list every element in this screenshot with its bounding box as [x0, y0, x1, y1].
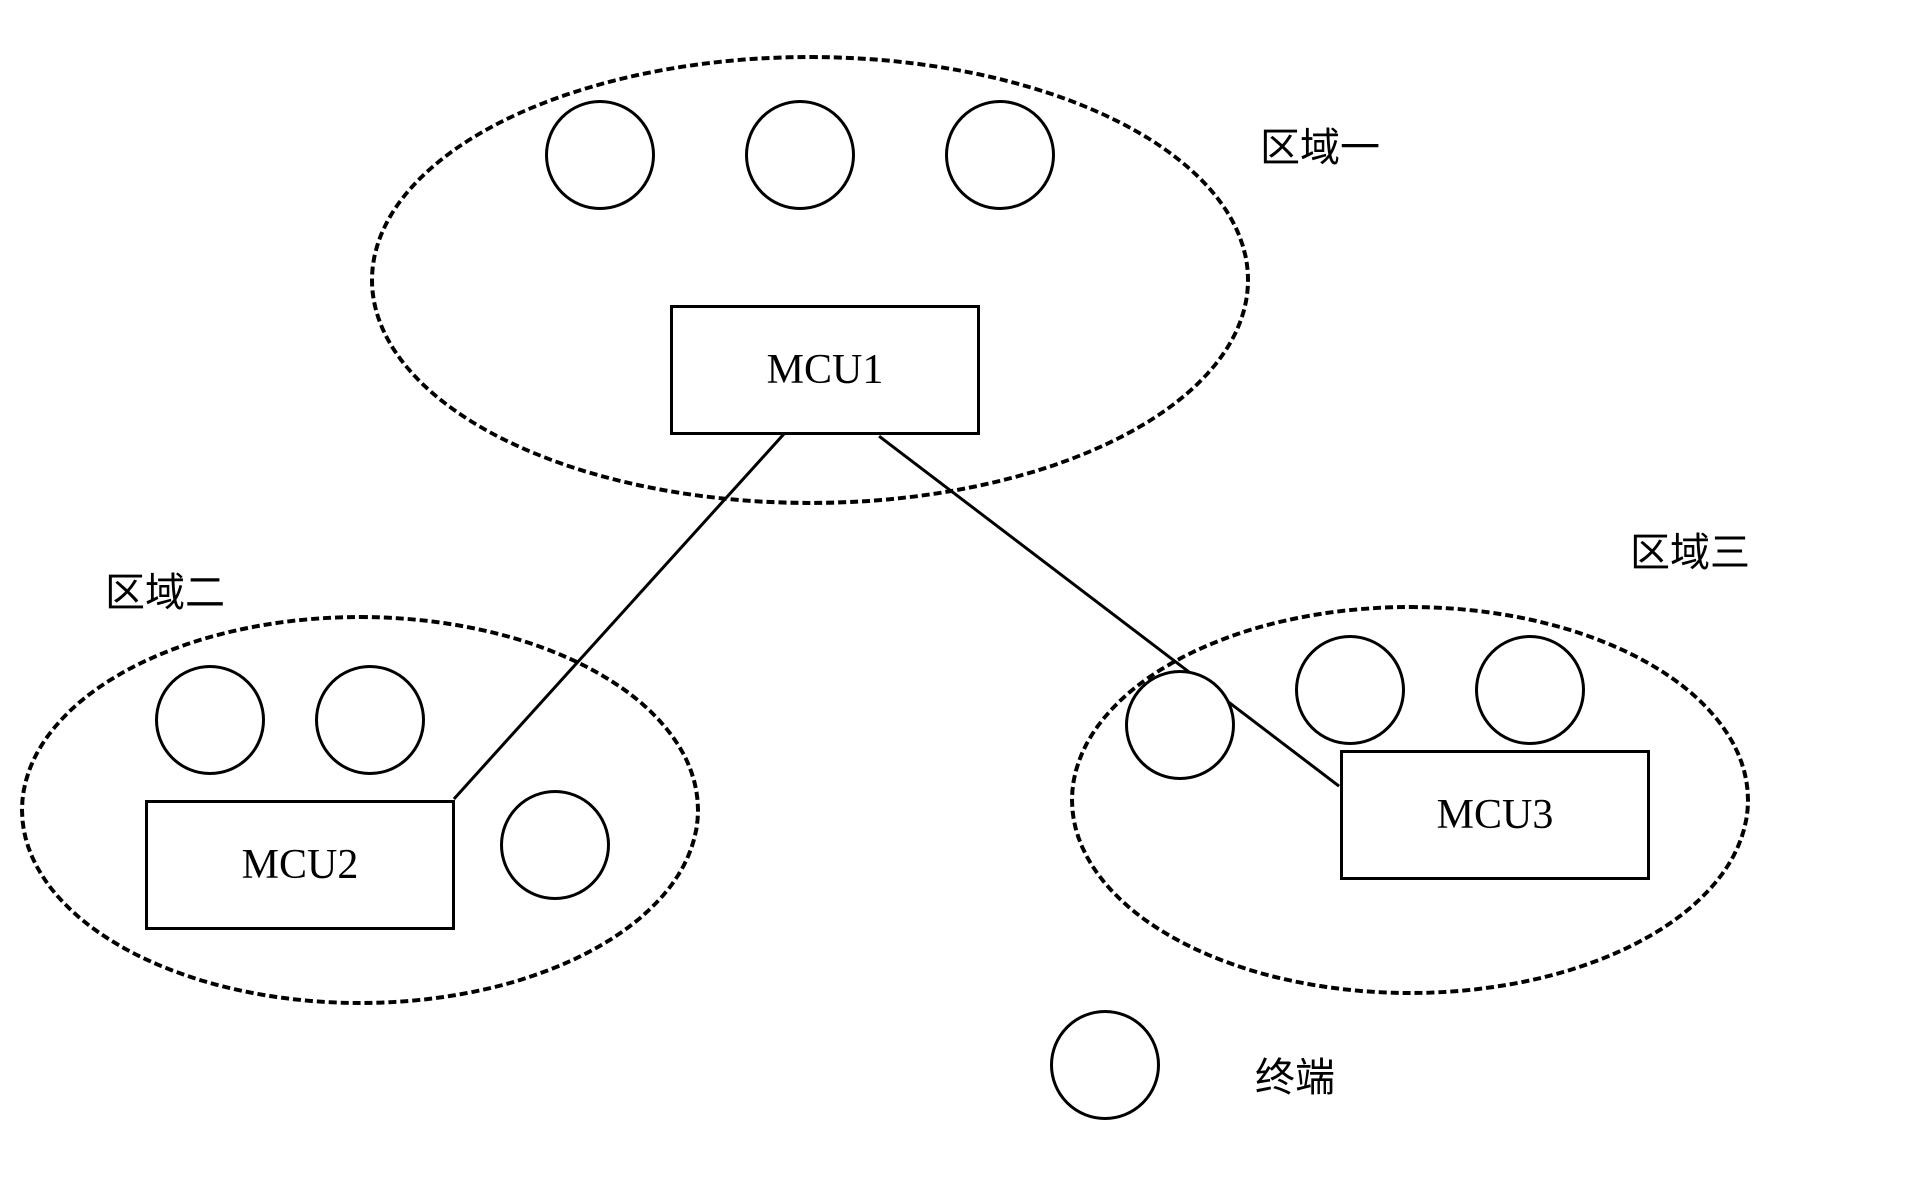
legend-circle	[1050, 1010, 1160, 1120]
terminal-node	[1475, 635, 1585, 745]
legend-label: 终端	[1255, 1045, 1335, 1103]
terminal-node	[545, 100, 655, 210]
mcu3-label: MCU3	[1437, 791, 1554, 839]
diagram-canvas: 区域一 区域二 区域三 MCU1 MCU2 MCU3 终端	[0, 0, 1924, 1180]
region-1-label: 区域一	[1260, 115, 1380, 173]
terminal-node	[1125, 670, 1235, 780]
terminal-node	[155, 665, 265, 775]
region-3-label: 区域三	[1630, 520, 1750, 578]
terminal-node	[315, 665, 425, 775]
mcu3-box: MCU3	[1340, 750, 1650, 880]
region-2-label: 区域二	[105, 560, 225, 618]
terminal-node	[500, 790, 610, 900]
mcu1-label: MCU1	[767, 346, 884, 394]
terminal-node	[1295, 635, 1405, 745]
mcu2-label: MCU2	[242, 841, 359, 889]
terminal-node	[745, 100, 855, 210]
terminal-node	[945, 100, 1055, 210]
mcu2-box: MCU2	[145, 800, 455, 930]
mcu1-box: MCU1	[670, 305, 980, 435]
